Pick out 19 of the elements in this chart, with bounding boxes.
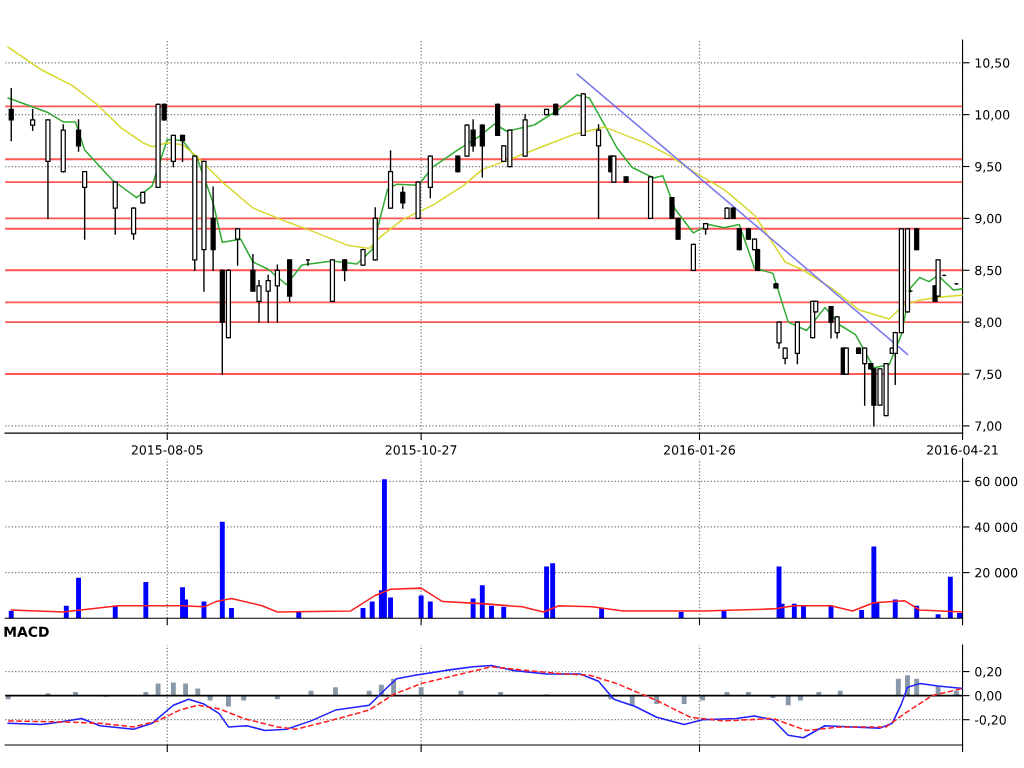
- y-tick-label: 7,00: [975, 421, 1002, 433]
- y-tick-label: 8,50: [975, 265, 1002, 277]
- y-tick-label: 10,00: [975, 110, 1010, 121]
- y-tick-label: 20 000: [975, 568, 1018, 578]
- x-tick-label: 2015-10-27: [385, 445, 457, 455]
- x-tick-label: 2016-04-21: [927, 445, 998, 455]
- x-tick-label: 2016-01-26: [664, 445, 736, 455]
- y-tick-label: 10,50: [975, 58, 1010, 69]
- chart-title: MACD: [4, 626, 49, 637]
- y-tick-label: -0,20: [974, 715, 1006, 726]
- y-tick-label: 60 000: [975, 476, 1018, 487]
- y-tick-label: 9,50: [975, 161, 1002, 173]
- y-tick-label: 7,50: [975, 369, 1002, 381]
- y-tick-label: 9,00: [975, 213, 1002, 225]
- y-tick-label: 40 000: [974, 522, 1018, 532]
- x-tick-label: 2015-08-05: [131, 445, 203, 455]
- y-tick-label: 0,20: [975, 667, 1002, 678]
- y-tick-label: 0,00: [975, 691, 1002, 702]
- y-tick-label: 8,00: [975, 317, 1002, 329]
